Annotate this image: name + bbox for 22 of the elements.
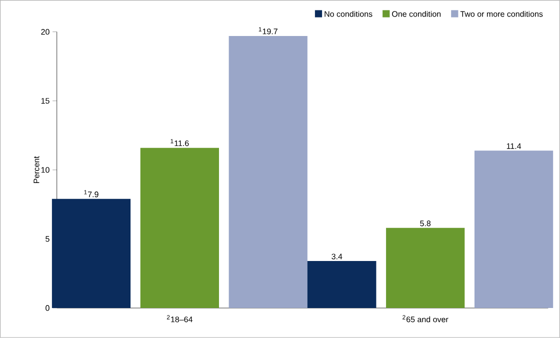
x-tick-label: $^{2}$18–64 bbox=[166, 315, 192, 322]
data-label: $^{1}$7.9 bbox=[84, 190, 98, 198]
bar bbox=[386, 228, 465, 308]
y-tick-label: 10 bbox=[41, 167, 50, 173]
data-label: 11.4 bbox=[506, 143, 522, 149]
x-tick-label: $^{2}$65 and over bbox=[402, 315, 448, 322]
data-label: 3.4 bbox=[332, 254, 342, 260]
data-label: 5.8 bbox=[420, 220, 431, 226]
bar bbox=[474, 150, 554, 308]
bar bbox=[52, 198, 131, 308]
legend-label: One condition bbox=[392, 11, 441, 17]
legend-label: Two or more conditions bbox=[460, 11, 543, 17]
y-axis-title: Percent bbox=[34, 156, 40, 184]
bar bbox=[228, 36, 308, 308]
data-label: $^{1}$19.7 bbox=[258, 27, 278, 34]
data-label: $^{1}$11.6 bbox=[170, 139, 189, 146]
y-tick-label: 5 bbox=[46, 236, 50, 242]
legend-label: No conditions bbox=[324, 11, 372, 17]
y-tick-label: 0 bbox=[46, 305, 50, 311]
y-tick-label: 20 bbox=[41, 29, 50, 35]
y-tick-label: 15 bbox=[41, 98, 50, 104]
bar bbox=[140, 148, 219, 308]
